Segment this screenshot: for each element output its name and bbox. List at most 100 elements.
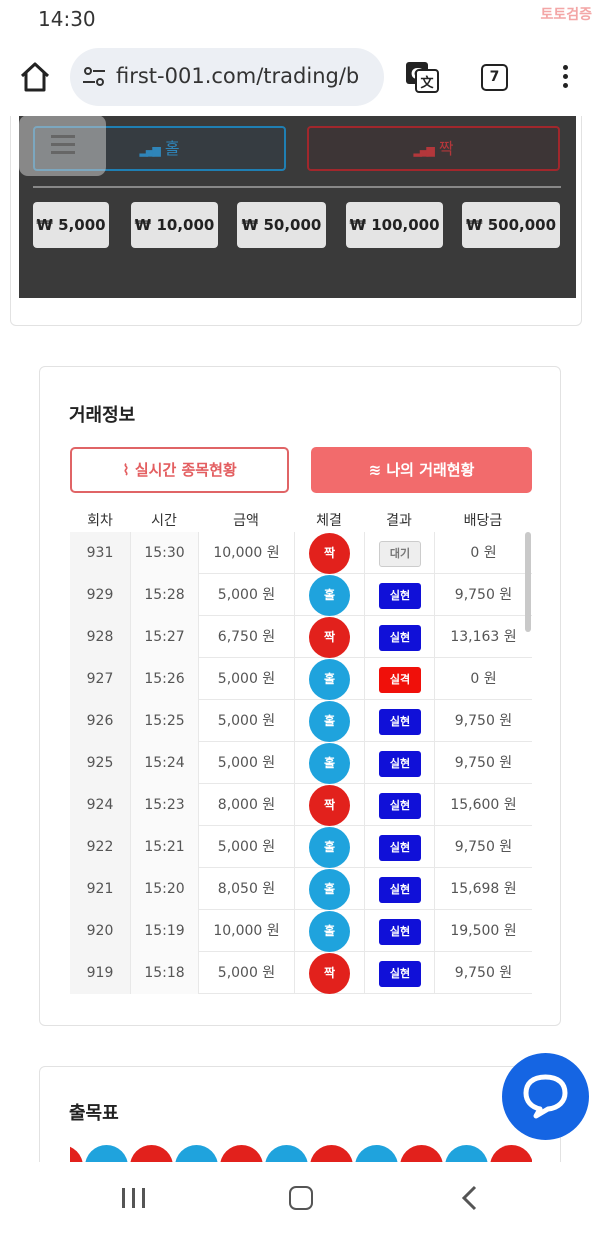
chat-button[interactable]	[502, 1053, 589, 1140]
table-row: 926 15:25 5,000 원 홀 실현 9,750 원	[70, 700, 532, 742]
col-time: 시간	[151, 513, 177, 529]
trade-info-card: 거래정보 ⌇ 실시간 종목현황 ≋ 나의 거래현황 회차 시간 금액 체결 결과…	[39, 366, 561, 1026]
translate-icon[interactable]: G文	[404, 60, 440, 94]
home-icon[interactable]	[18, 60, 52, 94]
result-cell: 실현	[364, 784, 434, 826]
amount-cell: 5,000 원	[198, 742, 294, 784]
back-icon[interactable]	[459, 1184, 479, 1212]
system-nav-bar	[0, 1162, 600, 1233]
chip-50000[interactable]: ₩ 50,000	[237, 202, 326, 248]
result-bead	[85, 1145, 128, 1162]
result-badge: 실현	[379, 625, 421, 651]
col-amount: 금액	[233, 513, 259, 529]
result-board-title: 출목표	[69, 1103, 119, 1124]
pick-cell: 홀	[294, 910, 364, 952]
tab-switcher-button[interactable]: 7	[481, 64, 508, 91]
payout-cell: 19,500 원	[434, 910, 532, 952]
bet-jjak-button[interactable]: ▂▄▆ 짝	[307, 126, 560, 171]
col-result: 결과	[386, 513, 412, 529]
result-cell: 실현	[364, 910, 434, 952]
payout-cell: 9,750 원	[434, 574, 532, 616]
trade-info-title: 거래정보	[69, 405, 136, 426]
payout-cell: 13,163 원	[434, 616, 532, 658]
result-badge: 실현	[379, 961, 421, 987]
time-cell: 15:19	[130, 910, 198, 952]
time-cell: 15:20	[130, 868, 198, 910]
amount-cell: 8,000 원	[198, 784, 294, 826]
time-cell: 15:23	[130, 784, 198, 826]
result-bead	[175, 1145, 218, 1162]
chip-500000[interactable]: ₩ 500,000	[462, 202, 560, 248]
table-scrollbar[interactable]	[525, 532, 531, 632]
time-cell: 15:30	[130, 532, 198, 574]
result-badge: 실현	[379, 751, 421, 777]
url-bar[interactable]: first-001.com/trading/b	[70, 48, 384, 106]
table-row: 927 15:26 5,000 원 홀 실격 0 원	[70, 658, 532, 700]
time-cell: 15:24	[130, 742, 198, 784]
amount-cell: 5,000 원	[198, 700, 294, 742]
col-round: 회차	[87, 513, 113, 529]
result-bead	[70, 1145, 83, 1162]
result-bead	[445, 1145, 488, 1162]
amount-cell: 5,000 원	[198, 952, 294, 994]
bet-hol-label: 홀	[164, 139, 180, 158]
result-cell: 실현	[364, 826, 434, 868]
result-badge: 실현	[379, 877, 421, 903]
round-cell: 931	[70, 532, 130, 574]
amount-cell: 5,000 원	[198, 658, 294, 700]
chip-100000[interactable]: ₩ 100,000	[346, 202, 443, 248]
result-cell: 실현	[364, 742, 434, 784]
result-cell: 실현	[364, 952, 434, 994]
time-cell: 15:25	[130, 700, 198, 742]
time-cell: 15:21	[130, 826, 198, 868]
pick-cell: 홀	[294, 868, 364, 910]
recent-apps-icon[interactable]	[122, 1188, 146, 1208]
pick-cell: 홀	[294, 658, 364, 700]
payout-cell: 9,750 원	[434, 742, 532, 784]
trade-table-body[interactable]: 931 15:30 10,000 원 짝 대기 0 원 929 15:28 5,000 원 홀 실현…	[70, 532, 532, 997]
result-badge: 대기	[379, 541, 421, 567]
result-bead	[265, 1145, 308, 1162]
round-cell: 928	[70, 616, 130, 658]
result-badge: 실현	[379, 835, 421, 861]
amount-cell: 8,050 원	[198, 868, 294, 910]
result-badge: 실현	[379, 709, 421, 735]
pick-bead: 홀	[309, 869, 350, 910]
round-cell: 927	[70, 658, 130, 700]
pick-cell: 짝	[294, 784, 364, 826]
pick-bead: 홀	[309, 575, 350, 616]
bet-panel: ▂▄▆ 홀 ▂▄▆ 짝 ₩ 5,000 ₩ 10,000 ₩ 50,000 ₩ 10…	[19, 116, 576, 298]
hamburger-menu-icon[interactable]	[19, 116, 106, 176]
nav-home-icon[interactable]	[289, 1186, 313, 1210]
my-trades-button[interactable]: ≋ 나의 거래현황	[311, 447, 532, 493]
svg-text:文: 文	[420, 75, 434, 91]
result-bead	[130, 1145, 173, 1162]
amount-cell: 5,000 원	[198, 826, 294, 868]
pick-bead: 짝	[309, 533, 350, 574]
table-row: 924 15:23 8,000 원 짝 실현 15,600 원	[70, 784, 532, 826]
status-time: 14:30	[38, 7, 96, 31]
result-bead	[310, 1145, 353, 1162]
round-cell: 929	[70, 574, 130, 616]
chip-10000[interactable]: ₩ 10,000	[131, 202, 218, 248]
result-bead	[220, 1145, 263, 1162]
chip-5000[interactable]: ₩ 5,000	[33, 202, 109, 248]
result-badge: 실현	[379, 919, 421, 945]
col-pick: 체결	[316, 513, 342, 529]
live-status-button[interactable]: ⌇ 실시간 종목현황	[70, 447, 289, 493]
time-cell: 15:28	[130, 574, 198, 616]
table-row: 928 15:27 6,750 원 짝 실현 13,163 원	[70, 616, 532, 658]
time-cell: 15:26	[130, 658, 198, 700]
table-row: 925 15:24 5,000 원 홀 실현 9,750 원	[70, 742, 532, 784]
amount-cell: 6,750 원	[198, 616, 294, 658]
live-status-label: 실시간 종목현황	[134, 461, 237, 479]
pick-bead: 홀	[309, 701, 350, 742]
pick-cell: 홀	[294, 700, 364, 742]
result-badge: 실현	[379, 793, 421, 819]
more-menu-icon[interactable]	[558, 62, 572, 94]
table-row: 920 15:19 10,000 원 홀 실현 19,500 원	[70, 910, 532, 952]
round-cell: 920	[70, 910, 130, 952]
payout-cell: 9,750 원	[434, 700, 532, 742]
site-settings-icon[interactable]	[82, 66, 106, 88]
bet-panel-card: ▂▄▆ 홀 ▂▄▆ 짝 ₩ 5,000 ₩ 10,000 ₩ 50,000 ₩ 10…	[10, 116, 582, 326]
